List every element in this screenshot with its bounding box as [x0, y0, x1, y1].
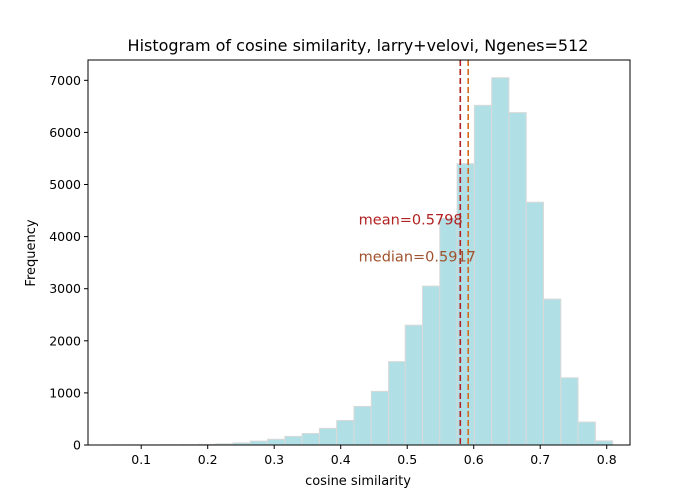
- x-axis-label: cosine similarity: [305, 474, 411, 489]
- histogram-bar-13: [336, 420, 355, 446]
- histogram-bar-27: [577, 421, 596, 446]
- histogram-bar-26: [560, 377, 579, 446]
- y-tick-label-7: 7000: [49, 73, 81, 88]
- histogram-bar-24: [525, 201, 544, 446]
- histogram-bar-11: [301, 433, 320, 446]
- reference-lines: [459, 60, 469, 445]
- histogram-bar-17: [404, 324, 423, 446]
- annotations: mean=0.5798 median=0.5917: [359, 213, 476, 266]
- histogram-bars: [112, 77, 614, 446]
- histogram-bar-21: [473, 104, 493, 446]
- x-tick-label-6: 0.7: [530, 452, 550, 467]
- histogram-bar-28: [594, 440, 614, 446]
- histogram-bar-23: [508, 112, 527, 446]
- y-tick-label-5: 5000: [49, 177, 81, 192]
- mean-annotation: mean=0.5798: [359, 213, 463, 229]
- x-tick-label-7: 0.8: [597, 452, 617, 467]
- histogram-bar-12: [318, 427, 338, 446]
- x-tick-label-3: 0.4: [331, 452, 351, 467]
- histogram-bar-14: [353, 405, 372, 446]
- y-tick-label-2: 2000: [49, 333, 81, 348]
- x-tick-label-5: 0.6: [464, 452, 484, 467]
- y-tick-label-6: 6000: [49, 125, 81, 140]
- histogram-bar-16: [388, 361, 407, 446]
- x-tick-label-2: 0.3: [264, 452, 284, 467]
- histogram-bar-8: [249, 440, 268, 446]
- histogram-bar-22: [491, 77, 510, 446]
- chart-title: Histogram of cosine similarity, larry+ve…: [128, 36, 589, 55]
- x-axis-ticks: 0.1 0.2 0.3 0.4 0.5 0.6 0.7 0.8: [131, 445, 617, 467]
- histogram-bar-15: [370, 390, 390, 446]
- x-tick-label-4: 0.5: [397, 452, 417, 467]
- histogram-bar-25: [543, 298, 562, 446]
- plot-frame: [87, 59, 631, 446]
- histogram-bar-18: [422, 285, 441, 446]
- histogram-bar-9: [267, 438, 286, 446]
- x-tick-label-1: 0.2: [198, 452, 218, 467]
- x-tick-label-0: 0.1: [131, 452, 151, 467]
- y-tick-label-4: 4000: [49, 229, 81, 244]
- y-tick-label-0: 0: [73, 438, 81, 453]
- y-tick-label-3: 3000: [49, 281, 81, 296]
- histogram-bar-10: [284, 435, 303, 446]
- y-tick-label-1: 1000: [49, 385, 81, 400]
- median-annotation: median=0.5917: [359, 250, 476, 266]
- y-axis-ticks: 0 1000 2000 3000 4000 5000 6000 7000: [49, 73, 88, 453]
- y-axis-label: Frequency: [24, 219, 39, 286]
